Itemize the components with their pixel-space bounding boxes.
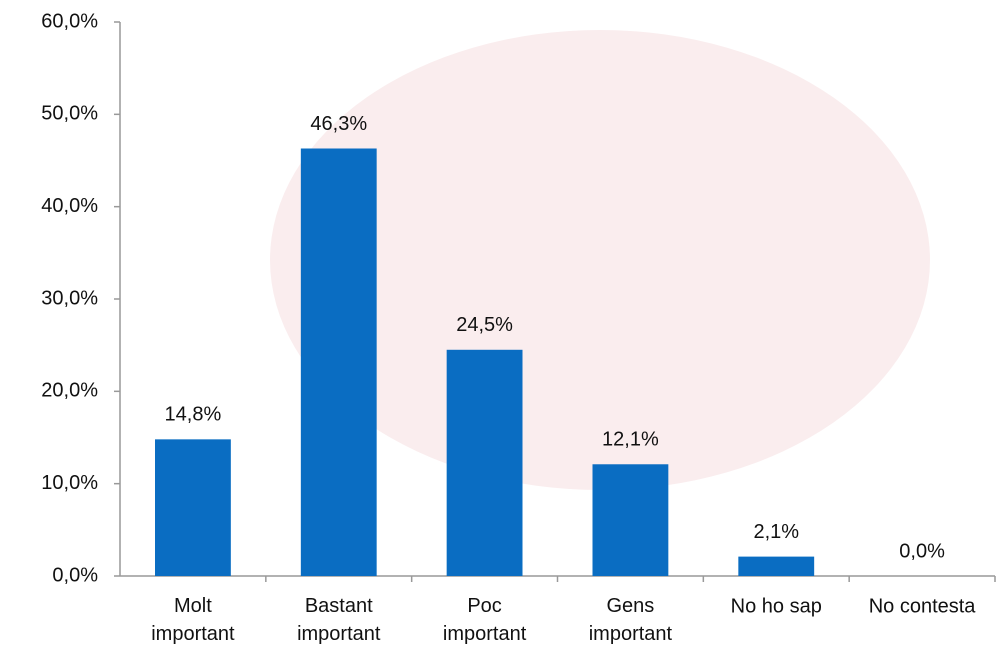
x-tick-label: No contesta bbox=[869, 595, 977, 617]
y-tick-label: 50,0% bbox=[41, 103, 98, 125]
x-tick-label: No ho sap bbox=[731, 595, 822, 617]
y-tick-label: 30,0% bbox=[41, 287, 98, 309]
value-label: 12,1% bbox=[602, 429, 659, 451]
bar bbox=[593, 464, 669, 576]
y-tick-label: 20,0% bbox=[41, 380, 98, 402]
value-label: 24,5% bbox=[456, 314, 513, 336]
chart: 0,0%10,0%20,0%30,0%40,0%50,0%60,0%Moltim… bbox=[0, 0, 996, 651]
y-tick-label: 40,0% bbox=[41, 195, 98, 217]
bar bbox=[447, 350, 523, 576]
bar bbox=[738, 557, 814, 576]
value-label: 46,3% bbox=[310, 113, 367, 135]
value-label: 2,1% bbox=[753, 521, 799, 543]
y-tick-label: 0,0% bbox=[52, 564, 98, 586]
value-label: 14,8% bbox=[165, 404, 222, 426]
bar bbox=[155, 439, 231, 576]
value-label: 0,0% bbox=[899, 540, 945, 562]
y-tick-label: 10,0% bbox=[41, 472, 98, 494]
bar bbox=[301, 148, 377, 576]
y-tick-label: 60,0% bbox=[41, 10, 98, 32]
